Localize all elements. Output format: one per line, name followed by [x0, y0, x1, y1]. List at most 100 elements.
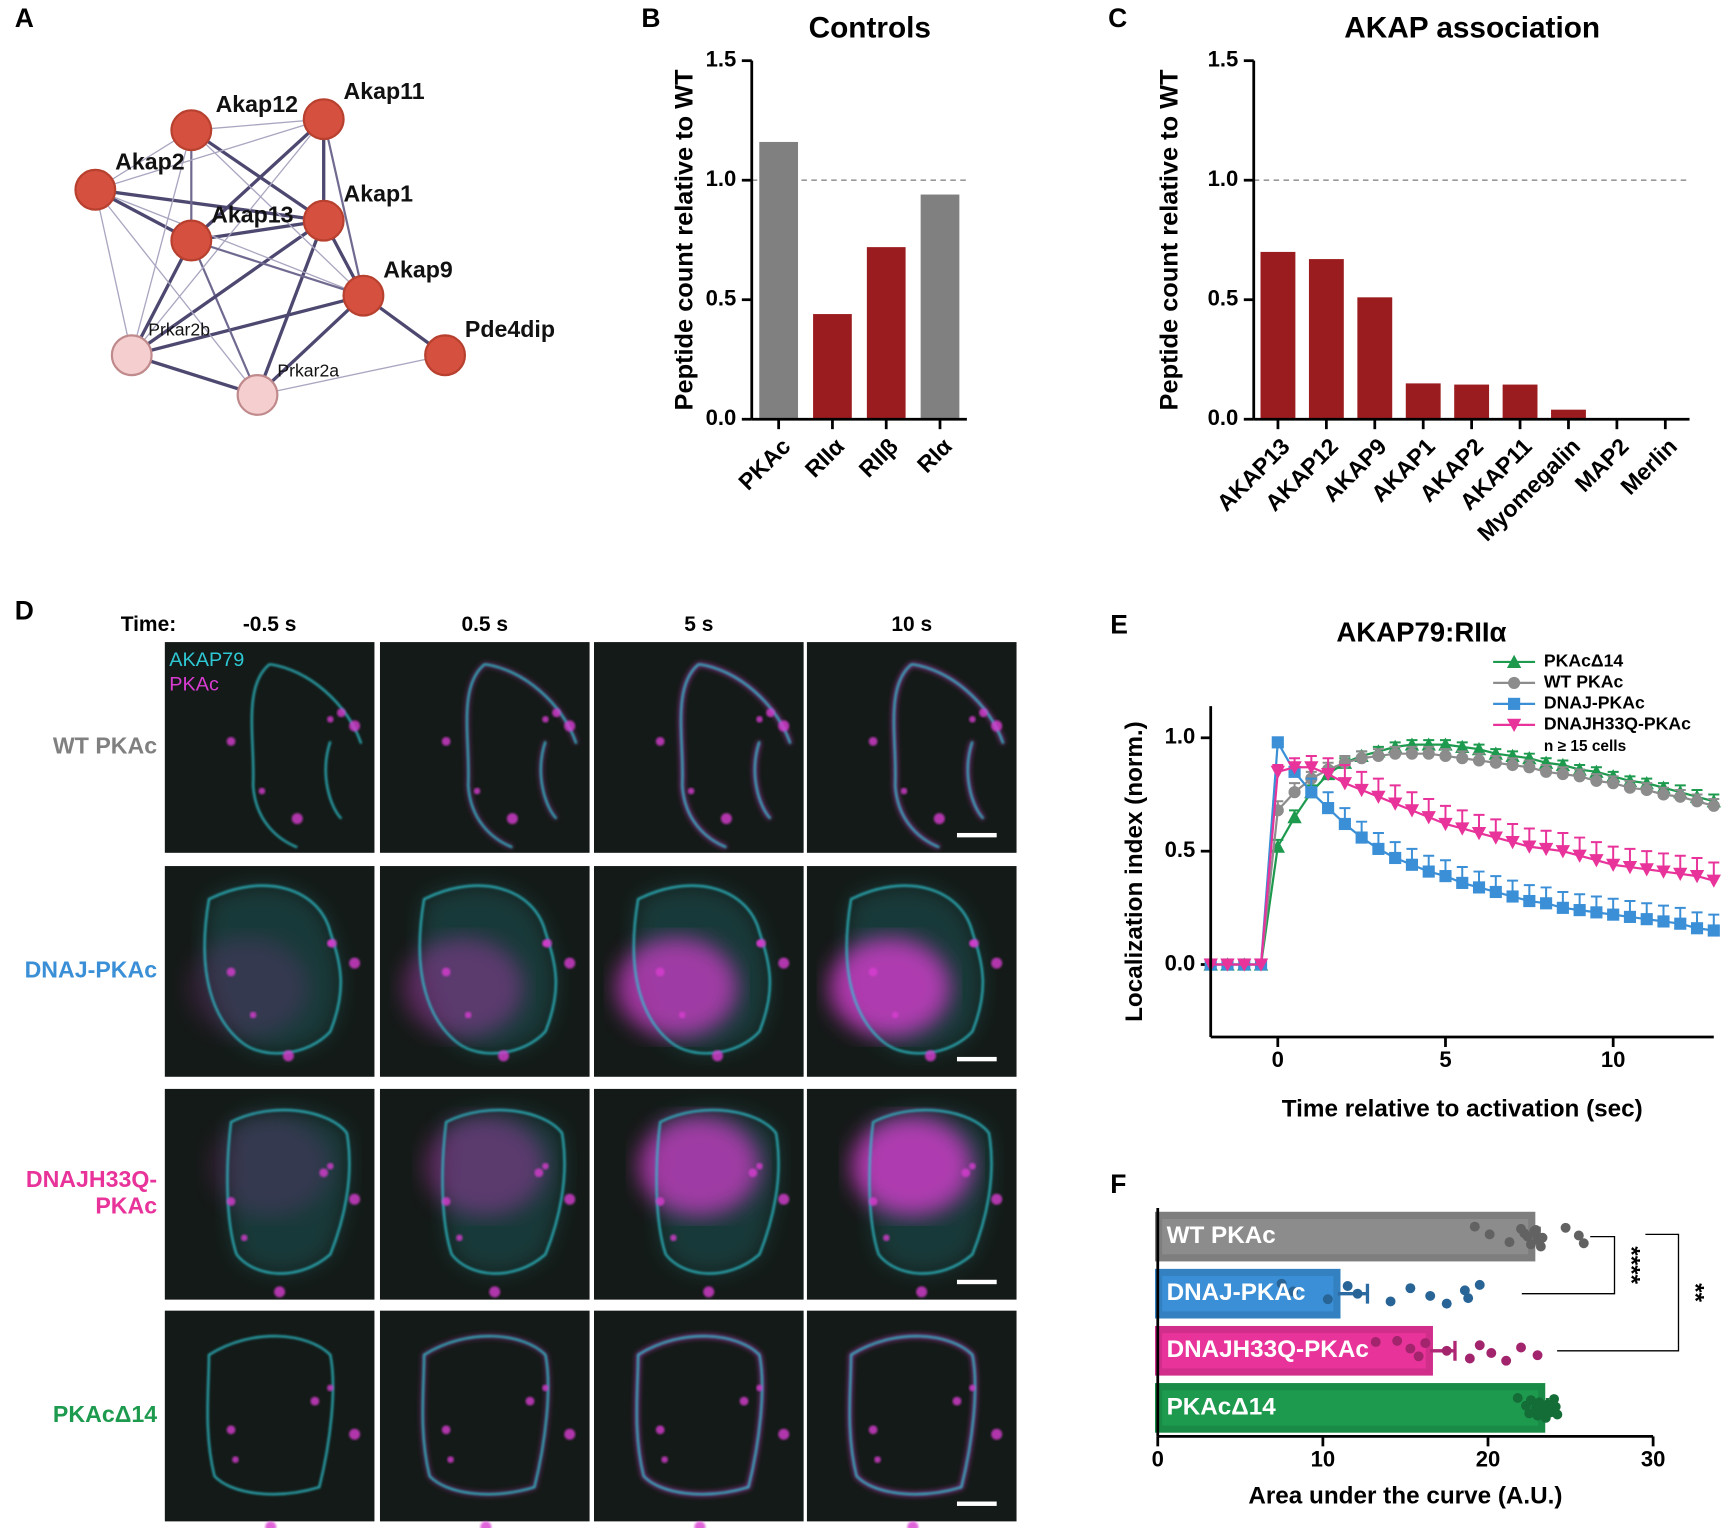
panel-label: D [15, 595, 34, 625]
network-node [170, 109, 213, 152]
pkac-puncta [756, 1384, 763, 1392]
data-point [1474, 1340, 1485, 1351]
network-edge [257, 354, 446, 396]
marker [1639, 863, 1654, 877]
x-tick-label: 5 [1439, 1047, 1451, 1072]
pkac-puncta [319, 1168, 329, 1178]
marker [1607, 908, 1620, 921]
time-header: 0.5 s [461, 613, 508, 636]
pkac-puncta [564, 720, 576, 732]
data-point [1441, 1345, 1452, 1356]
marker [1471, 741, 1487, 756]
pkac-puncta [961, 1168, 971, 1178]
data-point [1322, 1294, 1333, 1305]
marker [1372, 842, 1385, 855]
micrograph-bg [379, 642, 590, 853]
marker [1590, 906, 1603, 919]
y-tick-label: 0.5 [1165, 837, 1196, 862]
pkac-puncta [933, 813, 945, 825]
pkac-puncta [655, 967, 665, 977]
micrograph-bg [806, 1310, 1017, 1522]
node-label: Akap13 [211, 201, 294, 227]
data-point [1276, 1278, 1287, 1289]
network-edge [131, 294, 364, 357]
data-point [1525, 1239, 1536, 1250]
pkac-puncta [969, 1162, 976, 1170]
marker [1320, 768, 1336, 782]
node-label: Pde4dip [465, 316, 555, 342]
micrograph [593, 1310, 804, 1528]
cell-outline [203, 884, 342, 1055]
y-tick-label: 1.0 [706, 166, 737, 191]
marker [1422, 747, 1435, 760]
marker [1589, 854, 1604, 868]
pkac-puncta [969, 716, 976, 723]
y-tick-label: 0.0 [1208, 405, 1239, 430]
marker [1506, 654, 1522, 669]
marker [1472, 754, 1486, 767]
marker [1304, 761, 1319, 775]
scale-bar [956, 1279, 997, 1285]
marker [1456, 876, 1469, 889]
marker [1371, 790, 1386, 804]
pkac-puncta [258, 787, 266, 795]
marker [1657, 788, 1670, 801]
pkac-puncta [979, 708, 988, 718]
marker [1707, 924, 1720, 937]
pkac-puncta [291, 813, 303, 825]
pkac-puncta [991, 1428, 1003, 1440]
pkac-puncta [970, 938, 980, 948]
data-point [1413, 1351, 1424, 1362]
scale-bar [956, 1501, 997, 1506]
marker [1607, 777, 1620, 790]
pkac-puncta [232, 1456, 239, 1463]
pkac-puncta [441, 1197, 451, 1206]
pkac-puncta [564, 957, 576, 969]
marker [1508, 697, 1521, 710]
bar [1454, 384, 1490, 420]
pkac-puncta [447, 1456, 454, 1463]
chart-title: AKAP association [1344, 12, 1600, 45]
network-node [424, 334, 467, 377]
pkac-puncta [480, 1521, 492, 1528]
data-point [1542, 1399, 1553, 1410]
node-label: Akap2 [115, 148, 185, 174]
micrograph [593, 1088, 804, 1300]
network-edge [95, 189, 364, 297]
marker [1438, 817, 1453, 832]
micrograph [164, 642, 375, 853]
marker [1707, 799, 1720, 812]
pkac-puncta [564, 1428, 576, 1440]
bar [866, 247, 906, 420]
node-label: Akap1 [344, 180, 414, 206]
micrograph [379, 1310, 590, 1528]
data-point [1370, 1337, 1381, 1347]
marker [1489, 885, 1502, 899]
row-label: DNAJ-PKAc [25, 957, 158, 983]
network-edge [131, 130, 192, 356]
pkac-puncta [226, 967, 236, 977]
data-point [1504, 1237, 1515, 1248]
pkac-puncta [678, 1011, 686, 1019]
data-point [1352, 1288, 1363, 1299]
marker [1438, 737, 1453, 751]
pkac-puncta [226, 1425, 236, 1435]
marker [1287, 761, 1302, 775]
y-tick-label: 1.0 [1165, 724, 1196, 749]
panel-label: A [15, 3, 34, 33]
data-point [1530, 1225, 1541, 1235]
marker [1556, 768, 1569, 781]
marker [1472, 881, 1486, 894]
marker [1540, 897, 1553, 910]
bar [1405, 383, 1441, 420]
network-edge [94, 189, 133, 356]
pkac-puncta [349, 957, 361, 969]
data-point [1441, 1298, 1452, 1309]
pkac-puncta [907, 1521, 919, 1528]
marker [1488, 831, 1503, 845]
pkac-puncta [712, 1050, 724, 1062]
scale-bar [956, 832, 997, 838]
y-tick-label: 0.0 [706, 405, 737, 430]
pkac-puncta [552, 708, 561, 718]
